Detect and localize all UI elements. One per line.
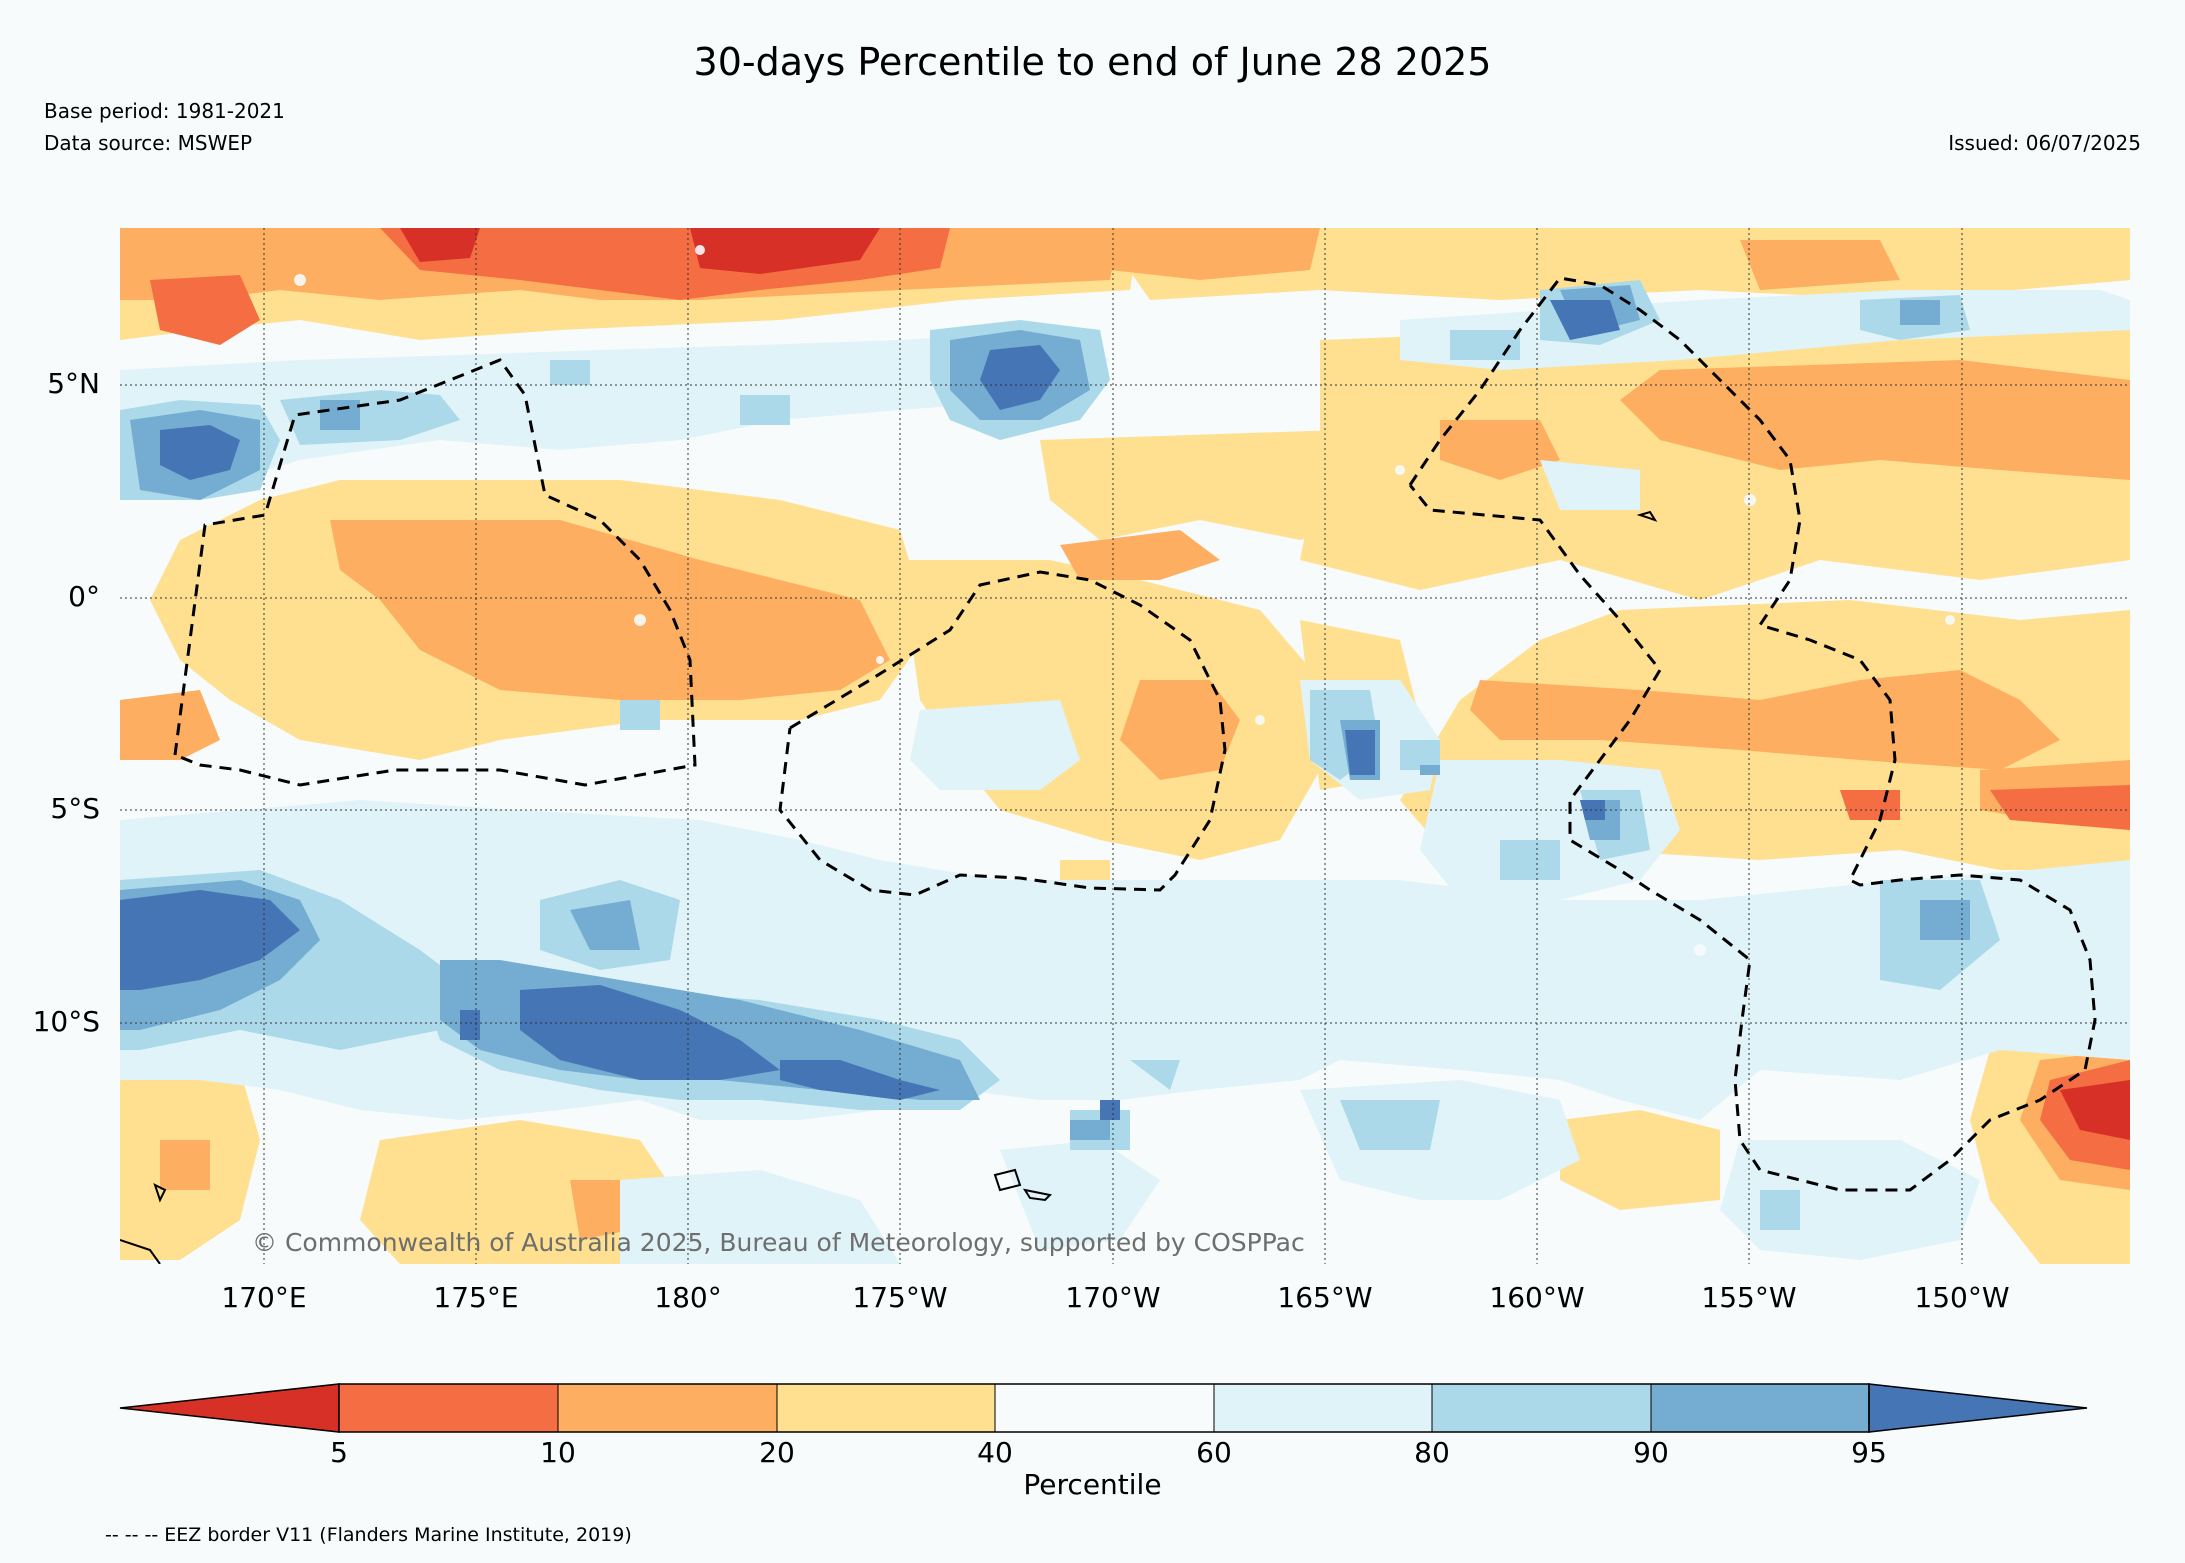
copyright-notice: © Commonwealth of Australia 2025, Bureau… — [252, 1228, 1305, 1257]
band-below-5 — [400, 228, 2130, 1140]
lon-label-170w: 170°W — [1065, 1281, 1161, 1314]
colorbar-tick-95: 95 — [1851, 1436, 1887, 1469]
map-title: 30-days Percentile to end of June 28 202… — [693, 40, 1492, 84]
lon-label-170e: 170°E — [221, 1281, 307, 1314]
eez-legend-footnote: -- -- -- EEZ border V11 (Flanders Marine… — [105, 1524, 632, 1546]
colorbar-tick-40: 40 — [977, 1436, 1013, 1469]
map-field — [120, 228, 2130, 1264]
lon-label-155w: 155°W — [1701, 1281, 1797, 1314]
lon-label-175w: 175°W — [852, 1281, 948, 1314]
colorbar-tick-60: 60 — [1196, 1436, 1232, 1469]
gridlines — [120, 228, 2130, 1264]
data-source-text: Data source: MSWEP — [44, 131, 253, 155]
speckle-overlay — [294, 245, 1955, 956]
issued-date-text: Issued: 06/07/2025 — [1948, 131, 2141, 155]
lon-label-175e: 175°E — [433, 1281, 519, 1314]
lat-label-5n: 5°N — [47, 367, 100, 400]
base-period-text: Base period: 1981-2021 — [44, 99, 285, 123]
colorbar-segment-below-5 — [119, 1383, 340, 1433]
lon-label-165w: 165°W — [1277, 1281, 1373, 1314]
colorbar-tick-5: 5 — [330, 1436, 348, 1469]
colorbar-tick-80: 80 — [1414, 1436, 1450, 1469]
island-outlines — [120, 510, 1658, 1264]
lat-label-0: 0° — [68, 580, 100, 613]
colorbar-segment-80-90 — [1432, 1384, 1651, 1432]
lon-label-150w: 150°W — [1914, 1281, 2010, 1314]
colorbar-tick-90: 90 — [1633, 1436, 1669, 1469]
eez-borders — [173, 276, 2097, 1192]
colorbar-label: Percentile — [1023, 1468, 1162, 1501]
colorbar-segment-40-60 — [995, 1384, 1214, 1432]
colorbar — [119, 1383, 2088, 1433]
colorbar-tick-10: 10 — [540, 1436, 576, 1469]
colorbar-segment-10-20 — [558, 1384, 777, 1432]
lat-label-5s: 5°S — [50, 792, 100, 825]
colorbar-tick-20: 20 — [759, 1436, 795, 1469]
lat-label-10s: 10°S — [32, 1005, 100, 1038]
lon-label-160w: 160°W — [1489, 1281, 1585, 1314]
colorbar-segment-above-95 — [1868, 1383, 2088, 1433]
colorbar-segment-90-95 — [1651, 1384, 1869, 1432]
colorbar-segment-20-40 — [777, 1384, 995, 1432]
colorbar-segment-5-10 — [339, 1384, 558, 1432]
colorbar-segment-60-80 — [1214, 1384, 1432, 1432]
lon-label-180: 180° — [654, 1281, 722, 1314]
